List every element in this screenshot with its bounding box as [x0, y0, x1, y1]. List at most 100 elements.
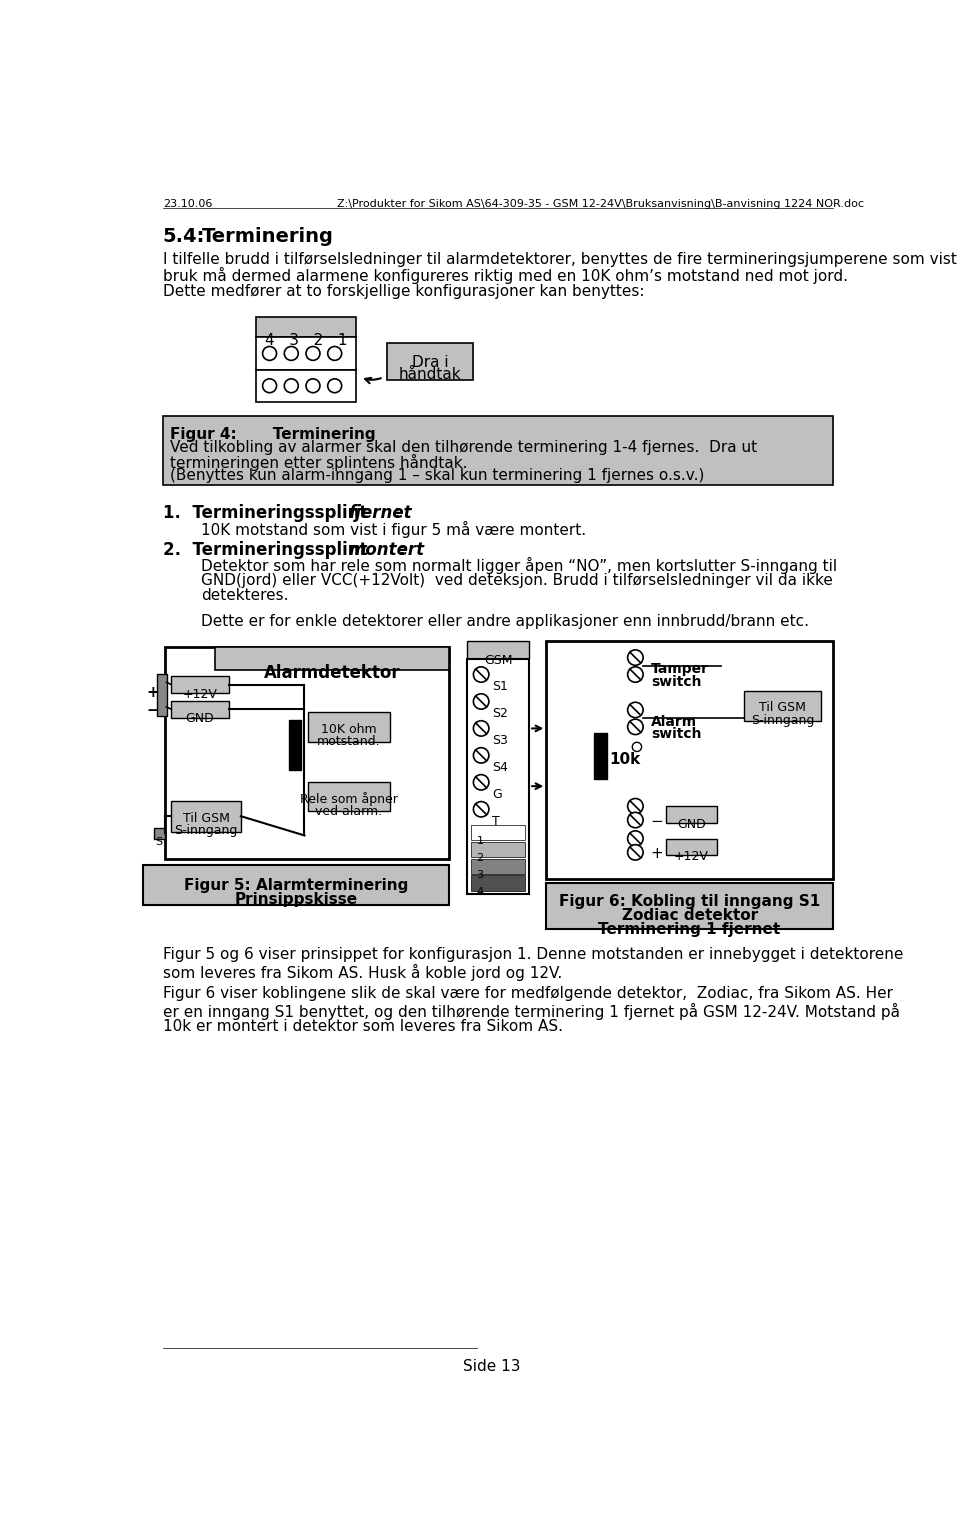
Bar: [308, 711, 390, 741]
Text: S: S: [156, 836, 163, 847]
Circle shape: [284, 379, 299, 393]
Text: GND(jord) eller VCC(+12Volt)  ved deteksjon. Brudd i tilførselsledninger vil da : GND(jord) eller VCC(+12Volt) ved deteksj…: [202, 573, 833, 588]
Text: 10K motstand som vist i figur 5 må være montert.: 10K motstand som vist i figur 5 må være …: [202, 521, 587, 539]
Circle shape: [284, 346, 299, 360]
Bar: [165, 647, 449, 859]
Text: Alarm: Alarm: [651, 715, 697, 728]
Text: S2: S2: [492, 707, 508, 719]
Bar: [157, 673, 166, 716]
Bar: [155, 829, 165, 838]
Text: Terminering: Terminering: [236, 427, 376, 442]
Text: switch: switch: [651, 675, 702, 688]
Text: Z:\Produkter for Sikom AS\64-309-35 - GSM 12-24V\Bruksanvisning\B-anvisning 1224: Z:\Produkter for Sikom AS\64-309-35 - GS…: [337, 199, 864, 208]
Bar: [468, 659, 529, 893]
Text: Alarmdetektor: Alarmdetektor: [264, 664, 400, 682]
Text: 5.4:: 5.4:: [162, 226, 205, 246]
Text: :: :: [394, 504, 400, 522]
Text: termineringen etter splintens håndtak.: termineringen etter splintens håndtak.: [170, 454, 468, 471]
Text: switch: switch: [651, 727, 702, 741]
Text: Tamper: Tamper: [651, 662, 708, 676]
Bar: [171, 676, 229, 693]
Text: som leveres fra Sikom AS. Husk å koble jord og 12V.: som leveres fra Sikom AS. Husk å koble j…: [162, 964, 562, 981]
Text: S1: S1: [492, 679, 508, 693]
Text: motstand.: motstand.: [317, 735, 380, 748]
Text: Dette medfører at to forskjellige konfigurasjoner kan benyttes:: Dette medfører at to forskjellige konfig…: [162, 283, 644, 299]
Bar: [388, 342, 472, 379]
Text: Figur 5: Alarmterminering: Figur 5: Alarmterminering: [183, 878, 408, 893]
Circle shape: [263, 346, 276, 360]
Circle shape: [633, 742, 641, 752]
Text: Terminering 1 fjernet: Terminering 1 fjernet: [598, 921, 780, 936]
Text: I tilfelle brudd i tilførselsledninger til alarmdetektorer, benyttes de fire ter: I tilfelle brudd i tilførselsledninger t…: [162, 249, 960, 268]
Bar: [666, 838, 717, 855]
Text: Detektor som har rele som normalt ligger åpen “NO”, men kortslutter S-inngang ti: Detektor som har rele som normalt ligger…: [202, 557, 837, 574]
Circle shape: [306, 346, 320, 360]
Text: Dra i: Dra i: [412, 354, 448, 370]
Circle shape: [306, 379, 320, 393]
Text: 1.  Termineringssplint: 1. Termineringssplint: [162, 504, 372, 522]
Circle shape: [628, 702, 643, 718]
Circle shape: [473, 801, 489, 818]
Text: Zodiac detektor: Zodiac detektor: [621, 907, 757, 922]
Text: :: :: [398, 541, 405, 559]
Bar: [143, 865, 449, 906]
Text: G: G: [492, 787, 502, 801]
Circle shape: [327, 346, 342, 360]
Text: 4   3   2   1: 4 3 2 1: [265, 333, 348, 348]
Circle shape: [628, 832, 643, 847]
Text: 2.  Termineringssplint: 2. Termineringssplint: [162, 541, 372, 559]
Bar: [255, 317, 356, 337]
Bar: [744, 690, 822, 721]
Circle shape: [628, 650, 643, 665]
Bar: [308, 781, 390, 810]
Circle shape: [473, 775, 489, 790]
Circle shape: [473, 667, 489, 682]
Text: bruk må dermed alarmene konfigureres riktig med en 10K ohm’s motstand ned mot jo: bruk må dermed alarmene konfigureres rik…: [162, 268, 848, 285]
Text: S4: S4: [492, 761, 508, 773]
Bar: [546, 882, 833, 929]
Circle shape: [327, 379, 342, 393]
Bar: [215, 647, 449, 670]
Bar: [171, 801, 241, 832]
Bar: [666, 805, 717, 822]
Bar: [471, 875, 525, 890]
Text: +: +: [651, 845, 663, 861]
Text: S-inngang: S-inngang: [175, 824, 238, 836]
Text: ved alarm.: ved alarm.: [315, 804, 382, 818]
Text: 1: 1: [476, 836, 484, 845]
Bar: [471, 841, 525, 856]
Circle shape: [628, 844, 643, 859]
Text: GND: GND: [677, 818, 706, 830]
Text: Rele som åpner: Rele som åpner: [300, 792, 397, 807]
Text: Dette er for enkle detektorer eller andre applikasjoner enn innbrudd/brann etc.: Dette er for enkle detektorer eller andr…: [202, 614, 809, 630]
Text: (Benyttes kun alarm-inngang 1 – skal kun terminering 1 fjernes o.s.v.): (Benyttes kun alarm-inngang 1 – skal kun…: [170, 468, 705, 484]
Bar: [471, 825, 525, 841]
Bar: [546, 641, 833, 879]
Text: 10K ohm: 10K ohm: [321, 722, 376, 736]
Text: Figur 6 viser koblingene slik de skal være for medfølgende detektor,  Zodiac, fr: Figur 6 viser koblingene slik de skal væ…: [162, 986, 893, 1001]
Text: +12V: +12V: [674, 850, 708, 862]
Text: S3: S3: [492, 733, 508, 747]
Text: GND: GND: [185, 711, 214, 725]
Bar: [171, 701, 229, 718]
Bar: [594, 733, 607, 779]
Text: håndtak: håndtak: [398, 367, 462, 382]
Circle shape: [628, 798, 643, 813]
Text: Til GSM: Til GSM: [182, 812, 229, 824]
Text: 10k er montert i detektor som leveres fra Sikom AS.: 10k er montert i detektor som leveres fr…: [162, 1019, 563, 1035]
Text: Ved tilkobling av alarmer skal den tilhørende terminering 1-4 fjernes.  Dra ut: Ved tilkobling av alarmer skal den tilhø…: [170, 440, 757, 456]
Bar: [471, 859, 525, 873]
Text: GSM: GSM: [484, 653, 513, 667]
Text: detekteres.: detekteres.: [202, 588, 289, 604]
Bar: [289, 719, 301, 770]
Text: Terminering: Terminering: [202, 226, 333, 246]
Circle shape: [628, 719, 643, 735]
Bar: [162, 416, 833, 485]
Text: +: +: [146, 684, 159, 699]
Text: S-inngang: S-inngang: [751, 715, 814, 727]
Text: er en inngang S1 benyttet, og den tilhørende terminering 1 fjernet på GSM 12-24V: er en inngang S1 benyttet, og den tilhør…: [162, 1003, 900, 1019]
Text: Prinsippskisse: Prinsippskisse: [234, 892, 357, 907]
Text: Figur 6: Kobling til inngang S1: Figur 6: Kobling til inngang S1: [559, 893, 820, 909]
Bar: [255, 337, 356, 370]
Text: Figur 4:: Figur 4:: [170, 427, 237, 442]
